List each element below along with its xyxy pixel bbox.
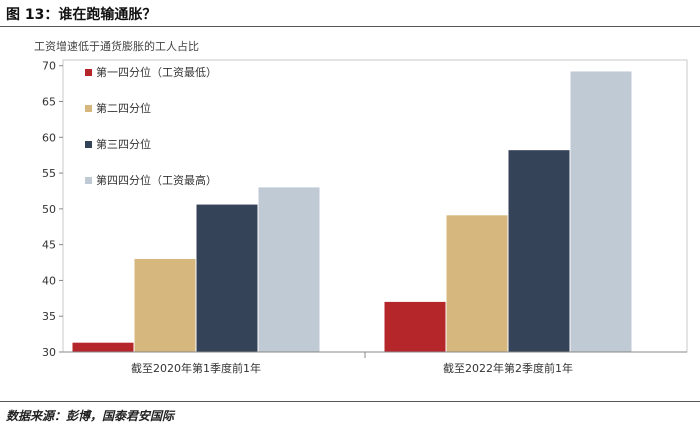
y-tick-label: 30 bbox=[42, 346, 56, 359]
y-axis: 30 35 40 45 50 55 60 65 70 bbox=[42, 60, 63, 359]
x-tick-label: 截至2020年第1季度前1年 bbox=[131, 361, 261, 375]
bar-q1-group2 bbox=[384, 301, 446, 352]
y-axis-label: 工资增速低于通货膨胀的工人占比 bbox=[34, 40, 199, 53]
y-tick-label: 40 bbox=[42, 274, 56, 287]
bar-q3-group1 bbox=[196, 204, 258, 352]
y-tick-label: 60 bbox=[42, 131, 56, 144]
legend-swatch bbox=[85, 177, 92, 184]
legend-label: 第四四分位（工资最高） bbox=[96, 173, 217, 187]
bar-q4-group2 bbox=[570, 71, 632, 352]
bars bbox=[72, 71, 632, 352]
legend-label: 第三四分位 bbox=[96, 137, 151, 151]
y-tick-label: 65 bbox=[42, 96, 56, 109]
legend-label: 第二四分位 bbox=[96, 101, 151, 115]
top-rule bbox=[0, 26, 700, 27]
bar-q3-group2 bbox=[508, 150, 570, 352]
legend-label: 第一四分位（工资最低） bbox=[96, 65, 217, 79]
y-tick-label: 70 bbox=[42, 60, 56, 73]
bar-q2-group1 bbox=[134, 258, 196, 352]
figure-title: 图 13：谁在跑输通胀？ bbox=[6, 7, 157, 23]
bar-q2-group2 bbox=[446, 215, 508, 352]
y-tick-label: 35 bbox=[42, 310, 56, 323]
bar-q4-group1 bbox=[258, 187, 320, 352]
y-tick-label: 45 bbox=[42, 239, 56, 252]
x-axis: 截至2020年第1季度前1年 截至2022年第2季度前1年 bbox=[63, 351, 687, 375]
x-tick-label: 截至2022年第2季度前1年 bbox=[443, 361, 573, 375]
bar-q1-group1 bbox=[72, 342, 134, 352]
y-tick-label: 55 bbox=[42, 167, 56, 180]
legend-swatch bbox=[85, 141, 92, 148]
y-tick-label: 50 bbox=[42, 203, 56, 216]
bottom-rule bbox=[0, 401, 700, 402]
legend-swatch bbox=[85, 105, 92, 112]
data-source: 数据来源：彭博，国泰君安国际 bbox=[6, 409, 175, 423]
legend-swatch bbox=[85, 69, 92, 76]
